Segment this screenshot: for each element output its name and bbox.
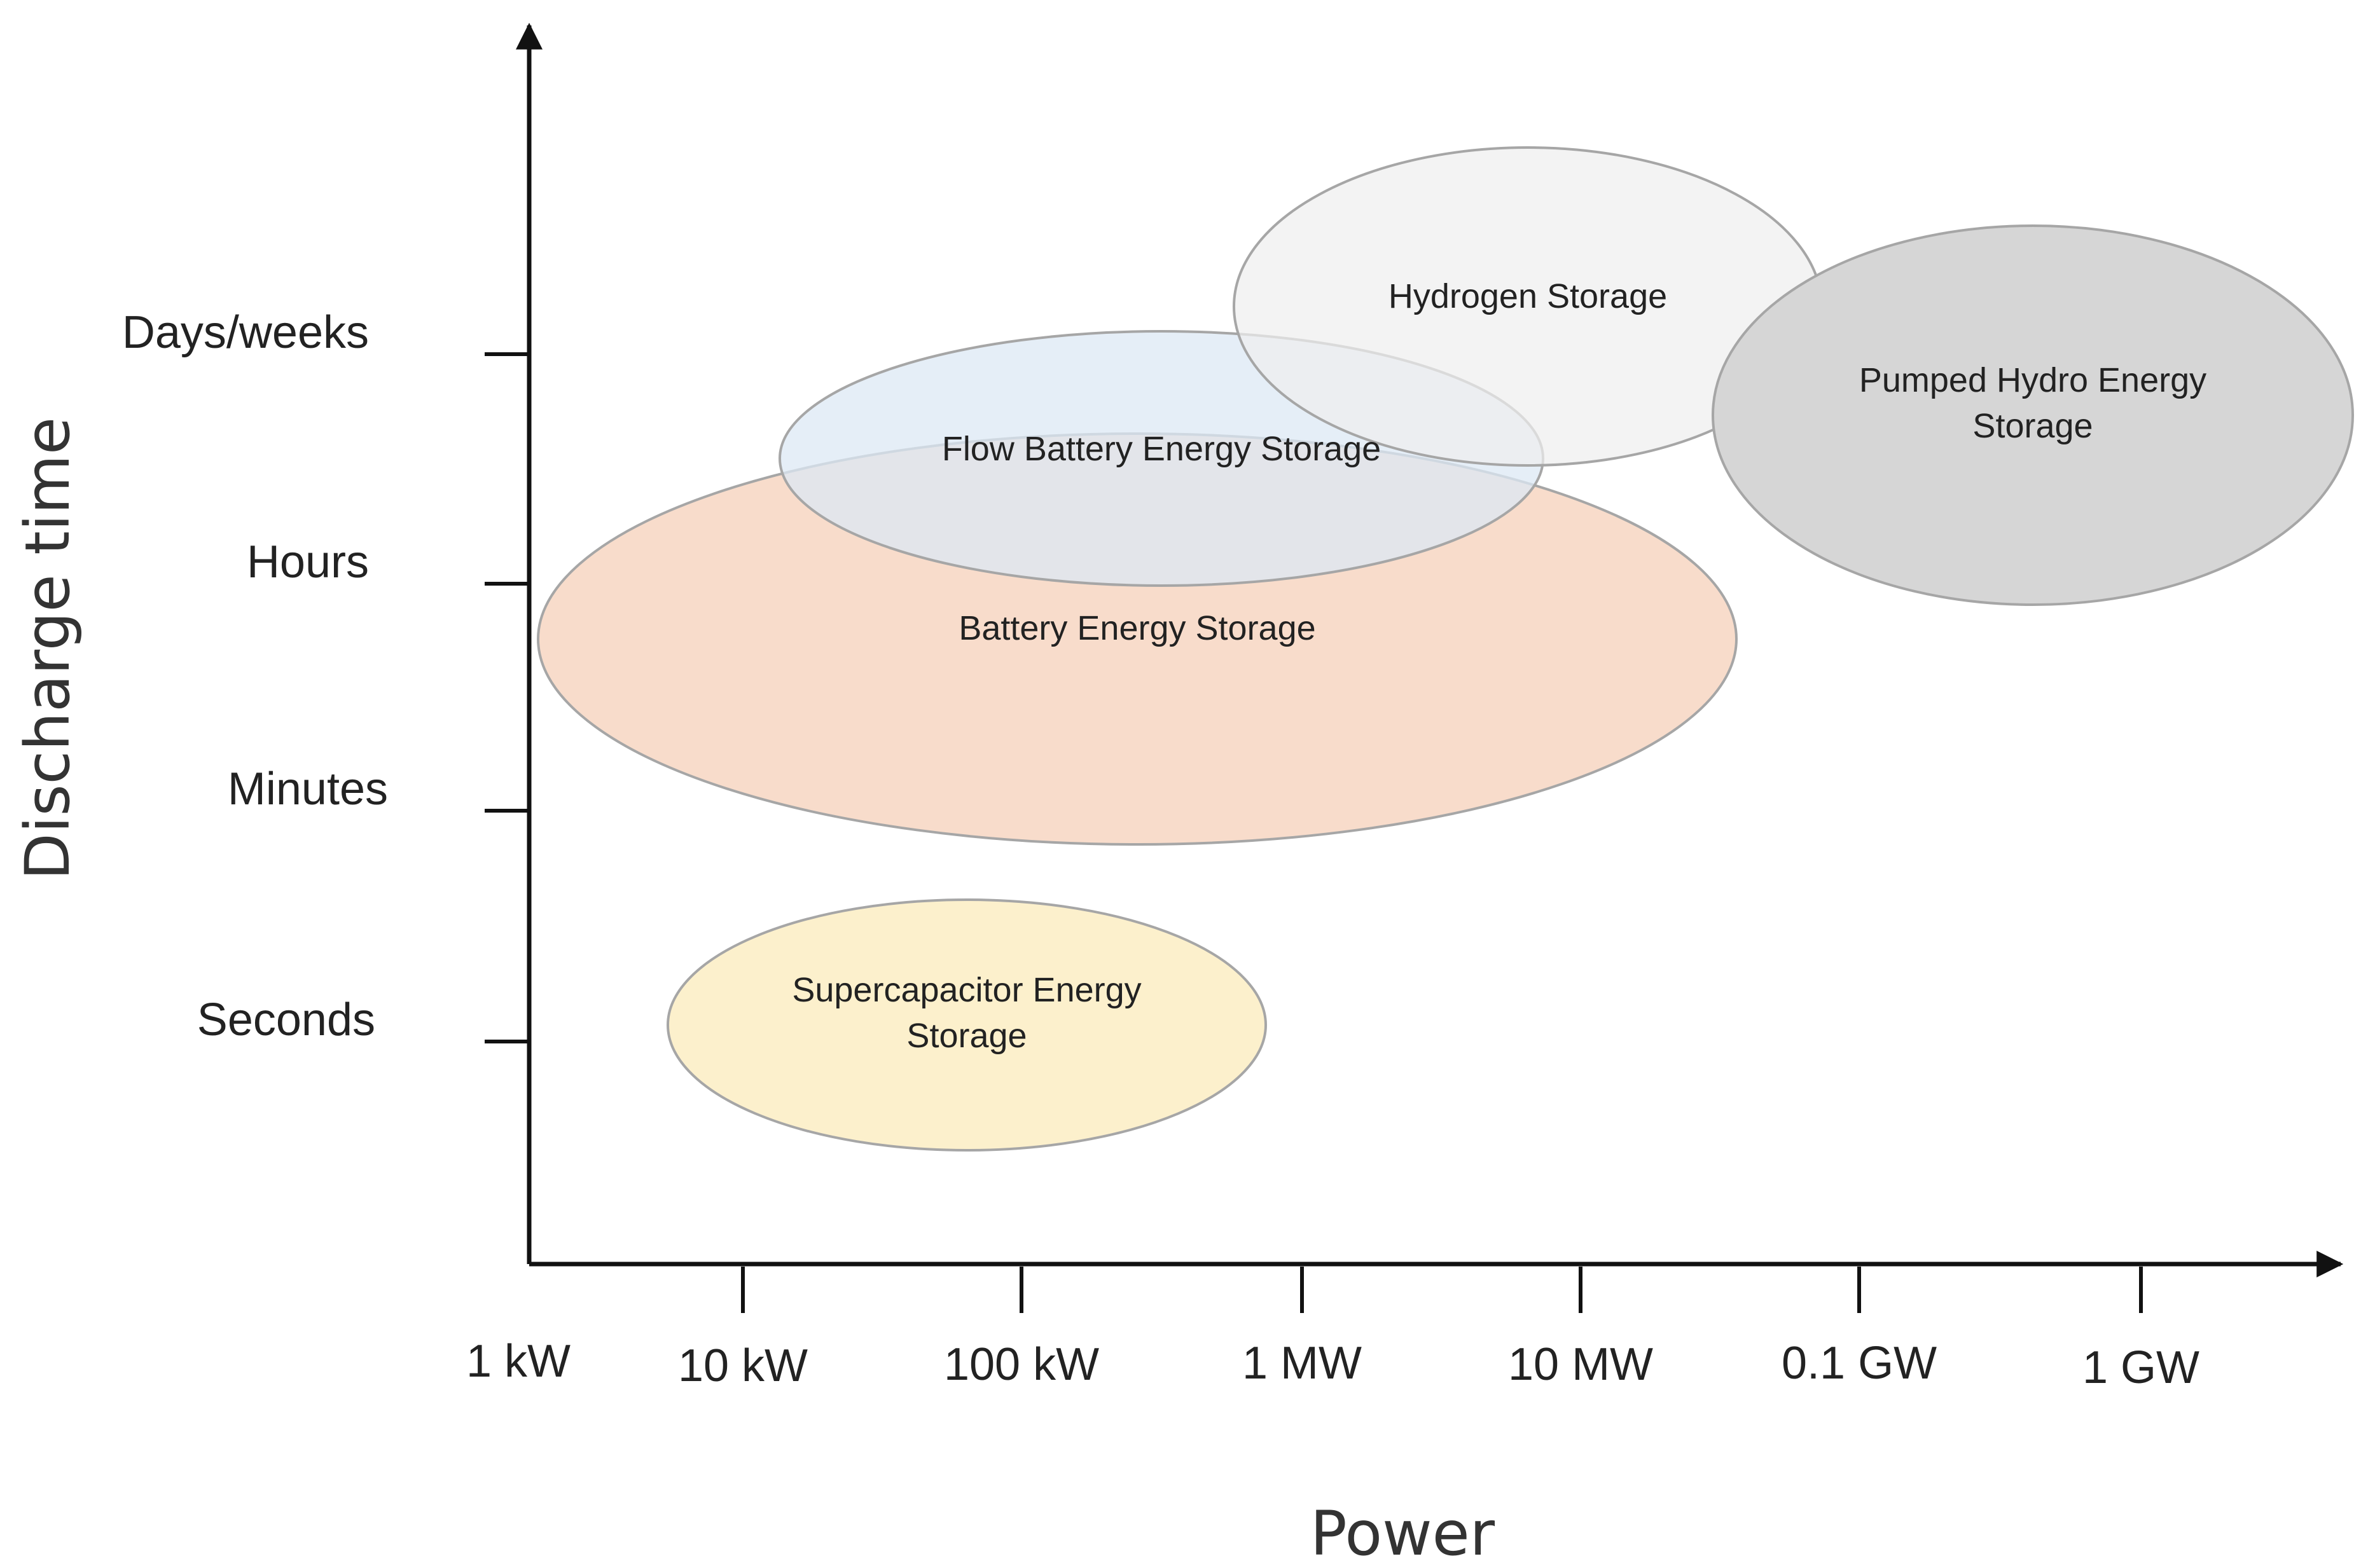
flow-battery-energy-storage-label: Flow Battery Energy Storage xyxy=(942,430,1381,468)
y-tick-label: Minutes xyxy=(228,764,388,815)
y-tick-label: Days/weeks xyxy=(122,307,369,358)
pumped-hydro-energy-storage-label: Pumped Hydro Energy Storage xyxy=(1859,361,2206,445)
x-tick-label: 1 GW xyxy=(2082,1342,2199,1393)
supercapacitor-energy-storage-label: Supercapacitor Energy Storage xyxy=(792,971,1141,1055)
y-ticks: Seconds Minutes Hours Days/weeks xyxy=(122,307,529,1045)
hydrogen-storage-label: Hydrogen Storage xyxy=(1388,277,1667,315)
y-tick-label: Seconds xyxy=(197,994,375,1045)
x-tick-label: 0.1 GW xyxy=(1782,1338,1937,1389)
x-tick-label: 10 MW xyxy=(1508,1339,1653,1390)
x-axis-title: Power xyxy=(1310,1498,1495,1568)
x-tick-label: 1 MW xyxy=(1242,1338,1362,1389)
y-axis-title: Discharge time xyxy=(12,417,83,880)
x-ticks: 1 kW 10 kW 100 kW 1 MW 10 MW 0.1 GW 1 GW xyxy=(466,1267,2199,1393)
storage-regions: Battery Energy Storage Flow Battery Energ… xyxy=(537,146,2354,1152)
supercapacitor-energy-storage-region xyxy=(667,898,1267,1152)
battery-energy-storage-label: Battery Energy Storage xyxy=(959,609,1315,647)
pumped-hydro-energy-storage-region xyxy=(1712,224,2354,606)
x-tick-label: 100 kW xyxy=(944,1339,1099,1390)
y-tick-label: Hours xyxy=(247,537,369,588)
x-tick-label: 1 kW xyxy=(466,1336,571,1387)
x-tick-label: 10 kW xyxy=(678,1340,808,1391)
